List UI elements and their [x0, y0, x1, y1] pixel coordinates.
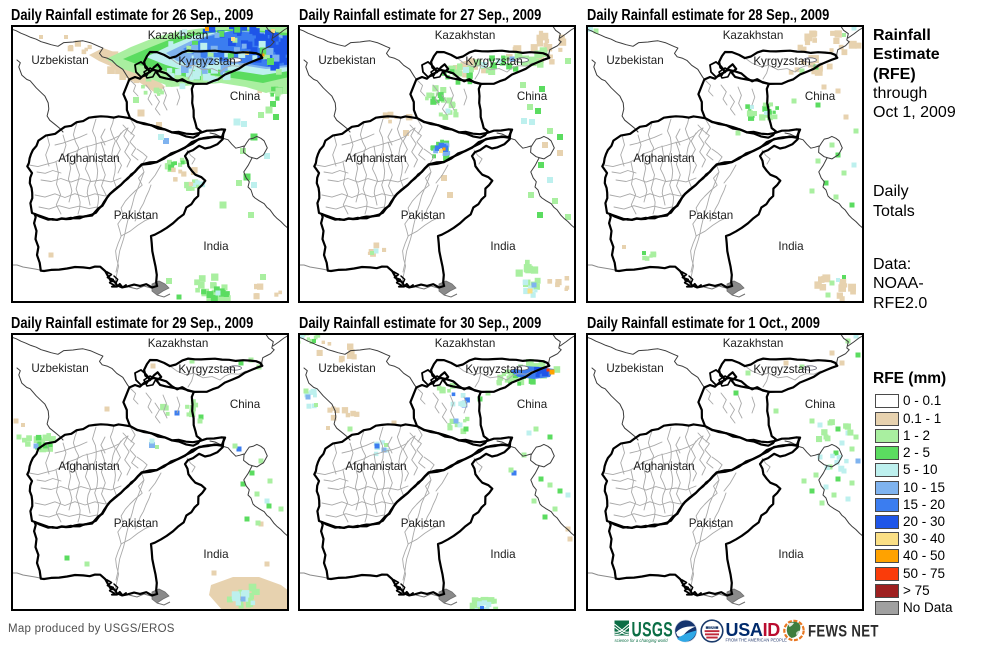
svg-text:FEWS NET: FEWS NET	[808, 622, 879, 641]
svg-text:USAID: USAID	[726, 620, 781, 640]
svg-text:USAID: USAID	[708, 626, 716, 630]
svg-text:science for a changing world: science for a changing world	[615, 638, 669, 643]
svg-text:FROM THE AMERICAN PEOPLE: FROM THE AMERICAN PEOPLE	[726, 638, 788, 643]
svg-text:USGS: USGS	[632, 617, 674, 641]
